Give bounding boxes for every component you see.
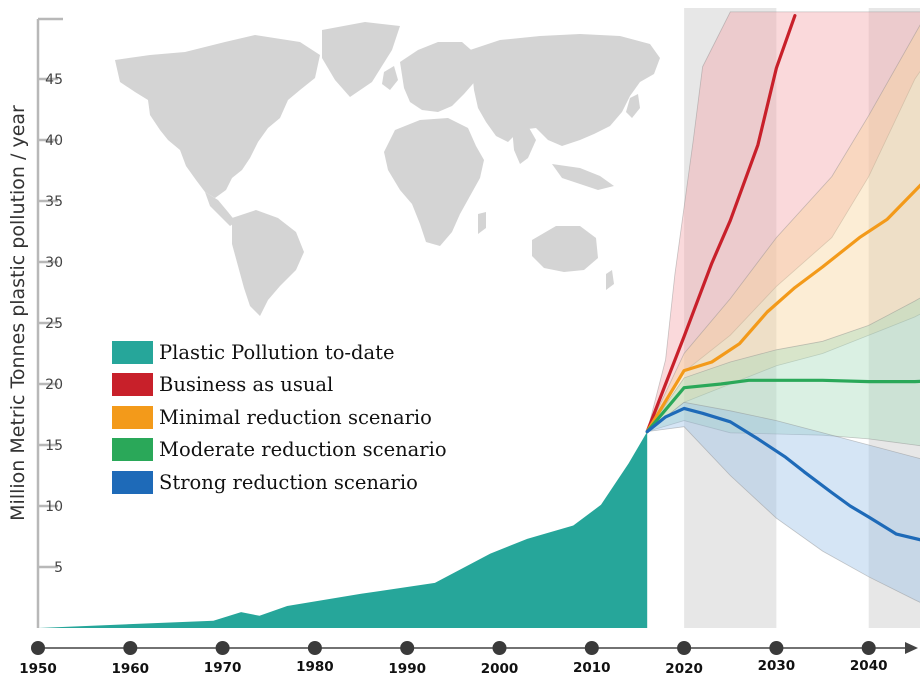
- x-tick-dot: [677, 641, 692, 655]
- legend-swatch: [112, 438, 153, 462]
- legend-swatch: [112, 405, 153, 429]
- map-europe: [400, 42, 478, 112]
- legend-swatch: [112, 373, 153, 397]
- x-tick-label: 2010: [573, 660, 611, 676]
- history-area: [38, 431, 648, 628]
- x-tick-label: 1990: [388, 661, 426, 677]
- legend-label: Minimal reduction scenario: [159, 405, 432, 429]
- map-central-america: [205, 192, 236, 226]
- y-tick-label: 25: [45, 316, 63, 332]
- world-map-background: [115, 22, 660, 316]
- area-plastic-pollution-to-date: [38, 431, 648, 628]
- y-tick-label: 15: [45, 438, 63, 454]
- map-north-america: [115, 35, 320, 198]
- y-tick-label: 40: [45, 133, 63, 149]
- x-tick-dot: [769, 641, 784, 655]
- x-tick-dot: [215, 641, 230, 655]
- map-south-america: [232, 210, 304, 316]
- x-tick-label: 2040: [850, 658, 888, 674]
- y-tick-label: 30: [45, 255, 63, 271]
- y-tick-label: 5: [54, 560, 63, 576]
- y-tick-label: 10: [45, 499, 63, 515]
- x-tick-label: 2020: [665, 661, 703, 677]
- y-tick-labels: 5 10 15 20 25 30 35 40 45: [38, 72, 63, 576]
- legend-label: Plastic Pollution to-date: [159, 340, 395, 364]
- map-australia: [532, 226, 598, 272]
- legend-label: Strong reduction scenario: [159, 470, 418, 494]
- x-tick-label: 1950: [19, 661, 57, 677]
- scenario-uncertainty-bands: [645, 11, 920, 603]
- y-tick-label: 45: [45, 72, 63, 88]
- x-tick-dot: [307, 641, 322, 655]
- legend-item-strong-reduction: Strong reduction scenario: [112, 466, 447, 499]
- map-madagascar: [478, 212, 486, 234]
- x-tick-dot: [400, 641, 415, 655]
- legend-label: Business as usual: [159, 373, 334, 397]
- scenario-lines: [645, 14, 920, 542]
- line-moderate-reduction-scenario: [645, 378, 920, 434]
- map-africa: [384, 118, 484, 246]
- decade-band-2040: [868, 8, 920, 628]
- y-tick-label: 20: [45, 377, 63, 393]
- legend-label: Moderate reduction scenario: [159, 438, 447, 462]
- x-tick-labels: 1950 1960 1970 1980 1990 2000 2010 2020 2030 2040: [19, 641, 887, 677]
- legend-swatch: [112, 470, 153, 494]
- map-japan: [626, 94, 640, 118]
- legend: Plastic Pollution to-date Business as us…: [112, 336, 447, 499]
- x-tick-label: 1970: [204, 660, 242, 676]
- x-tick-label: 1980: [296, 659, 334, 675]
- map-greenland: [322, 22, 400, 97]
- legend-item-pollution-to-date: Plastic Pollution to-date: [112, 336, 447, 369]
- legend-swatch: [112, 340, 153, 364]
- map-india: [512, 126, 536, 164]
- y-tick-label: 35: [45, 194, 63, 210]
- x-tick-dot: [492, 641, 507, 655]
- legend-item-business-as-usual: Business as usual: [112, 369, 447, 402]
- map-southeast-asia: [552, 164, 614, 190]
- map-uk: [382, 66, 398, 90]
- x-tick-dot: [584, 641, 599, 655]
- band-business-as-usual: [646, 11, 920, 432]
- band-strong-reduction-scenario: [645, 401, 920, 603]
- x-axis-arrow: [905, 642, 918, 654]
- legend-item-minimal-reduction: Minimal reduction scenario: [112, 401, 447, 434]
- line-minimal-reduction-scenario: [645, 183, 920, 434]
- y-axis-label: Million Metric Tonnes plastic pollution …: [7, 105, 29, 521]
- x-tick-label: 1960: [112, 661, 150, 677]
- band-minimal-reduction-scenario: [646, 24, 920, 432]
- x-tick-dot: [861, 641, 876, 655]
- map-new-zealand: [606, 270, 614, 290]
- x-tick-dot: [31, 641, 45, 655]
- legend-item-moderate-reduction: Moderate reduction scenario: [112, 434, 447, 467]
- map-asia: [470, 34, 660, 146]
- x-tick-dot: [123, 641, 138, 655]
- line-business-as-usual: [645, 14, 797, 434]
- band-moderate-reduction-scenario: [646, 297, 920, 447]
- x-tick-label: 2000: [481, 661, 519, 677]
- line-strong-reduction-scenario: [645, 406, 920, 542]
- x-tick-label: 2030: [758, 658, 796, 674]
